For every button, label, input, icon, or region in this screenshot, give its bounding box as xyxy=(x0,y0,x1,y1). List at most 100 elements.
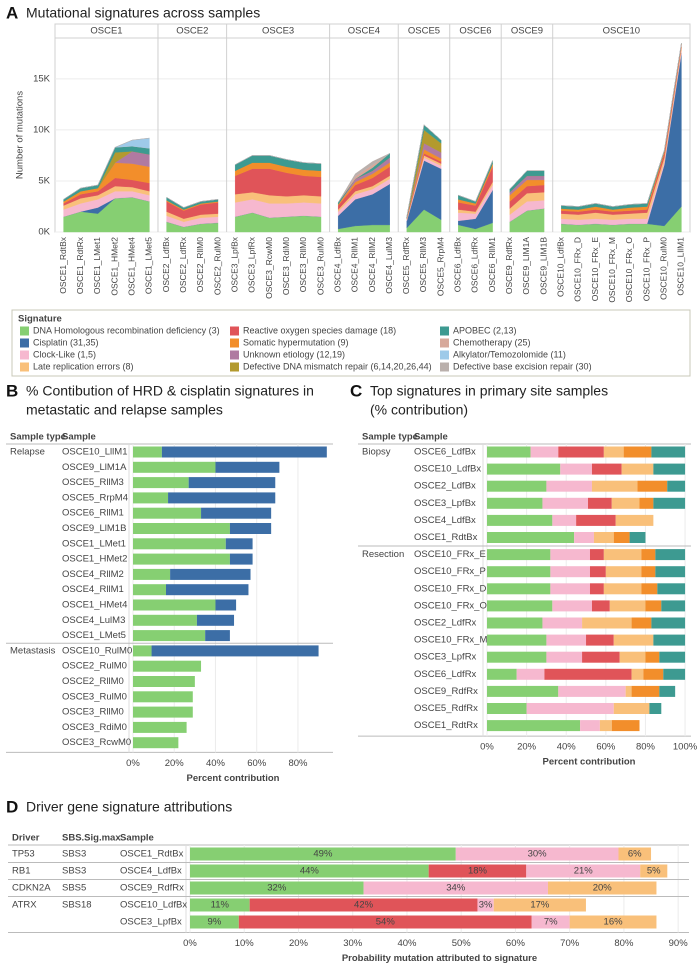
bar-segment xyxy=(589,549,604,561)
bar-segment xyxy=(619,651,646,663)
facet-label: OSCE1 xyxy=(90,26,122,37)
bar-segment xyxy=(170,568,251,580)
x-tick-label: OSCE9_LlM1B xyxy=(538,237,548,295)
legend-title: Signature xyxy=(18,314,62,325)
row-label: Relapse xyxy=(10,447,45,458)
row-label: SBS5 xyxy=(62,883,86,894)
value-label: 3% xyxy=(479,900,493,911)
area xyxy=(235,155,322,165)
bar-segment xyxy=(588,497,612,509)
column-header: Driver xyxy=(12,833,40,844)
bar-segment xyxy=(640,864,668,878)
bar-segment xyxy=(205,630,230,642)
bar-segment xyxy=(552,600,592,612)
x-tick-label: 20% xyxy=(165,758,185,769)
y-tick-label: 15K xyxy=(33,73,51,84)
x-tick-label: OSCE1_HMet2 xyxy=(109,237,119,296)
x-tick-label: 60% xyxy=(506,938,526,949)
x-tick-label: OSCE2_LdfRx xyxy=(178,236,188,292)
panel-title: metastatic and relapse samples xyxy=(26,402,223,418)
bar-segment xyxy=(589,566,606,578)
x-tick-label: OSCE4_RllM1 xyxy=(350,237,360,293)
row-label: OSCE4_LdfBx xyxy=(414,515,476,526)
bar-segment xyxy=(667,480,686,492)
bar-segment xyxy=(645,651,660,663)
bar-segment xyxy=(631,668,644,680)
row-label: OSCE5_RdfRx xyxy=(414,703,478,714)
row-label: OSCE10_FRx_O xyxy=(414,600,487,611)
bar-segment xyxy=(487,634,547,646)
row-label: OSCE3_LpfBx xyxy=(120,917,182,928)
bar-segment xyxy=(168,492,276,504)
value-label: 21% xyxy=(574,866,594,877)
bar-segment xyxy=(487,685,559,697)
row-label: Resection xyxy=(362,549,404,560)
bar-segment xyxy=(165,584,249,596)
bar-segment xyxy=(544,668,632,680)
bar-segment xyxy=(487,532,575,543)
row-label: OSCE4_RllM2 xyxy=(62,569,124,580)
bar-segment xyxy=(133,706,193,718)
bar-segment xyxy=(133,523,230,534)
x-tick-label: OSCE2_LdfBx xyxy=(161,236,171,292)
bar-segment xyxy=(190,898,250,912)
x-tick-label: OSCE4_LulM3 xyxy=(384,237,394,294)
bar-segment xyxy=(215,599,237,611)
bar-segment xyxy=(613,532,630,543)
facet-label: OSCE2 xyxy=(176,26,208,37)
row-label: OSCE3_RulM0 xyxy=(62,691,127,702)
bar-segment xyxy=(542,617,583,629)
bar-segment xyxy=(215,461,280,473)
bar-segment xyxy=(625,685,632,697)
bar-segment xyxy=(196,614,235,626)
bar-segment xyxy=(611,720,640,732)
row-label: OSCE10_FRx_D xyxy=(414,583,486,594)
column-header: Sample type xyxy=(362,432,418,443)
x-tick-label: OSCE6_RllM1 xyxy=(487,237,497,293)
bar-segment xyxy=(133,614,197,626)
row-label: OSCE6_LdfRx xyxy=(414,669,477,680)
column-header: Sample type xyxy=(10,432,66,443)
x-tick-label: OSCE3_RllM0 xyxy=(298,237,308,293)
bar-segment xyxy=(643,668,664,680)
row-label: OSCE3_RdiM0 xyxy=(62,722,127,733)
bar-segment xyxy=(623,446,652,458)
x-tick-label: 20% xyxy=(289,938,309,949)
bar-segment xyxy=(487,668,517,680)
row-label: OSCE1_LMet5 xyxy=(62,630,126,641)
bar-segment xyxy=(621,463,654,475)
bar-segment xyxy=(653,634,686,646)
legend-swatch xyxy=(230,350,239,360)
bar-segment xyxy=(599,720,612,732)
x-tick-label: OSCE3_LpfBx xyxy=(229,236,239,292)
bar-segment xyxy=(546,651,583,663)
row-label: OSCE9_RdfRx xyxy=(414,686,478,697)
bar-segment xyxy=(133,630,206,642)
bar-segment xyxy=(487,463,561,475)
row-label: Metastasis xyxy=(10,645,56,656)
bar-segment xyxy=(487,703,527,714)
bar-segment xyxy=(229,553,253,565)
row-label: OSCE10_FRx_P xyxy=(414,566,486,577)
bar-segment xyxy=(133,477,189,489)
y-axis-label: Number of mutations xyxy=(15,91,26,179)
bar-segment xyxy=(487,497,543,509)
legend-label: DNA Homologous recombination deficiency … xyxy=(33,325,220,335)
value-label: 11% xyxy=(211,900,230,911)
legend-swatch xyxy=(440,362,449,372)
value-label: 7% xyxy=(544,917,558,928)
x-tick-label: OSCE4_LdfBx xyxy=(332,236,342,292)
y-tick-label: 0K xyxy=(38,227,50,238)
row-label: RB1 xyxy=(12,866,30,877)
bar-segment xyxy=(550,549,590,561)
bar-segment xyxy=(655,549,686,561)
legend-swatch xyxy=(230,326,239,336)
bar-segment xyxy=(188,477,276,489)
bar-segment xyxy=(238,915,532,929)
bar-segment xyxy=(133,553,230,565)
x-tick-label: 60% xyxy=(596,742,616,753)
legend-box xyxy=(11,309,691,377)
x-tick-label: 40% xyxy=(557,742,577,753)
area xyxy=(63,137,150,200)
legend-label: Cisplatin (31,35) xyxy=(33,337,99,347)
